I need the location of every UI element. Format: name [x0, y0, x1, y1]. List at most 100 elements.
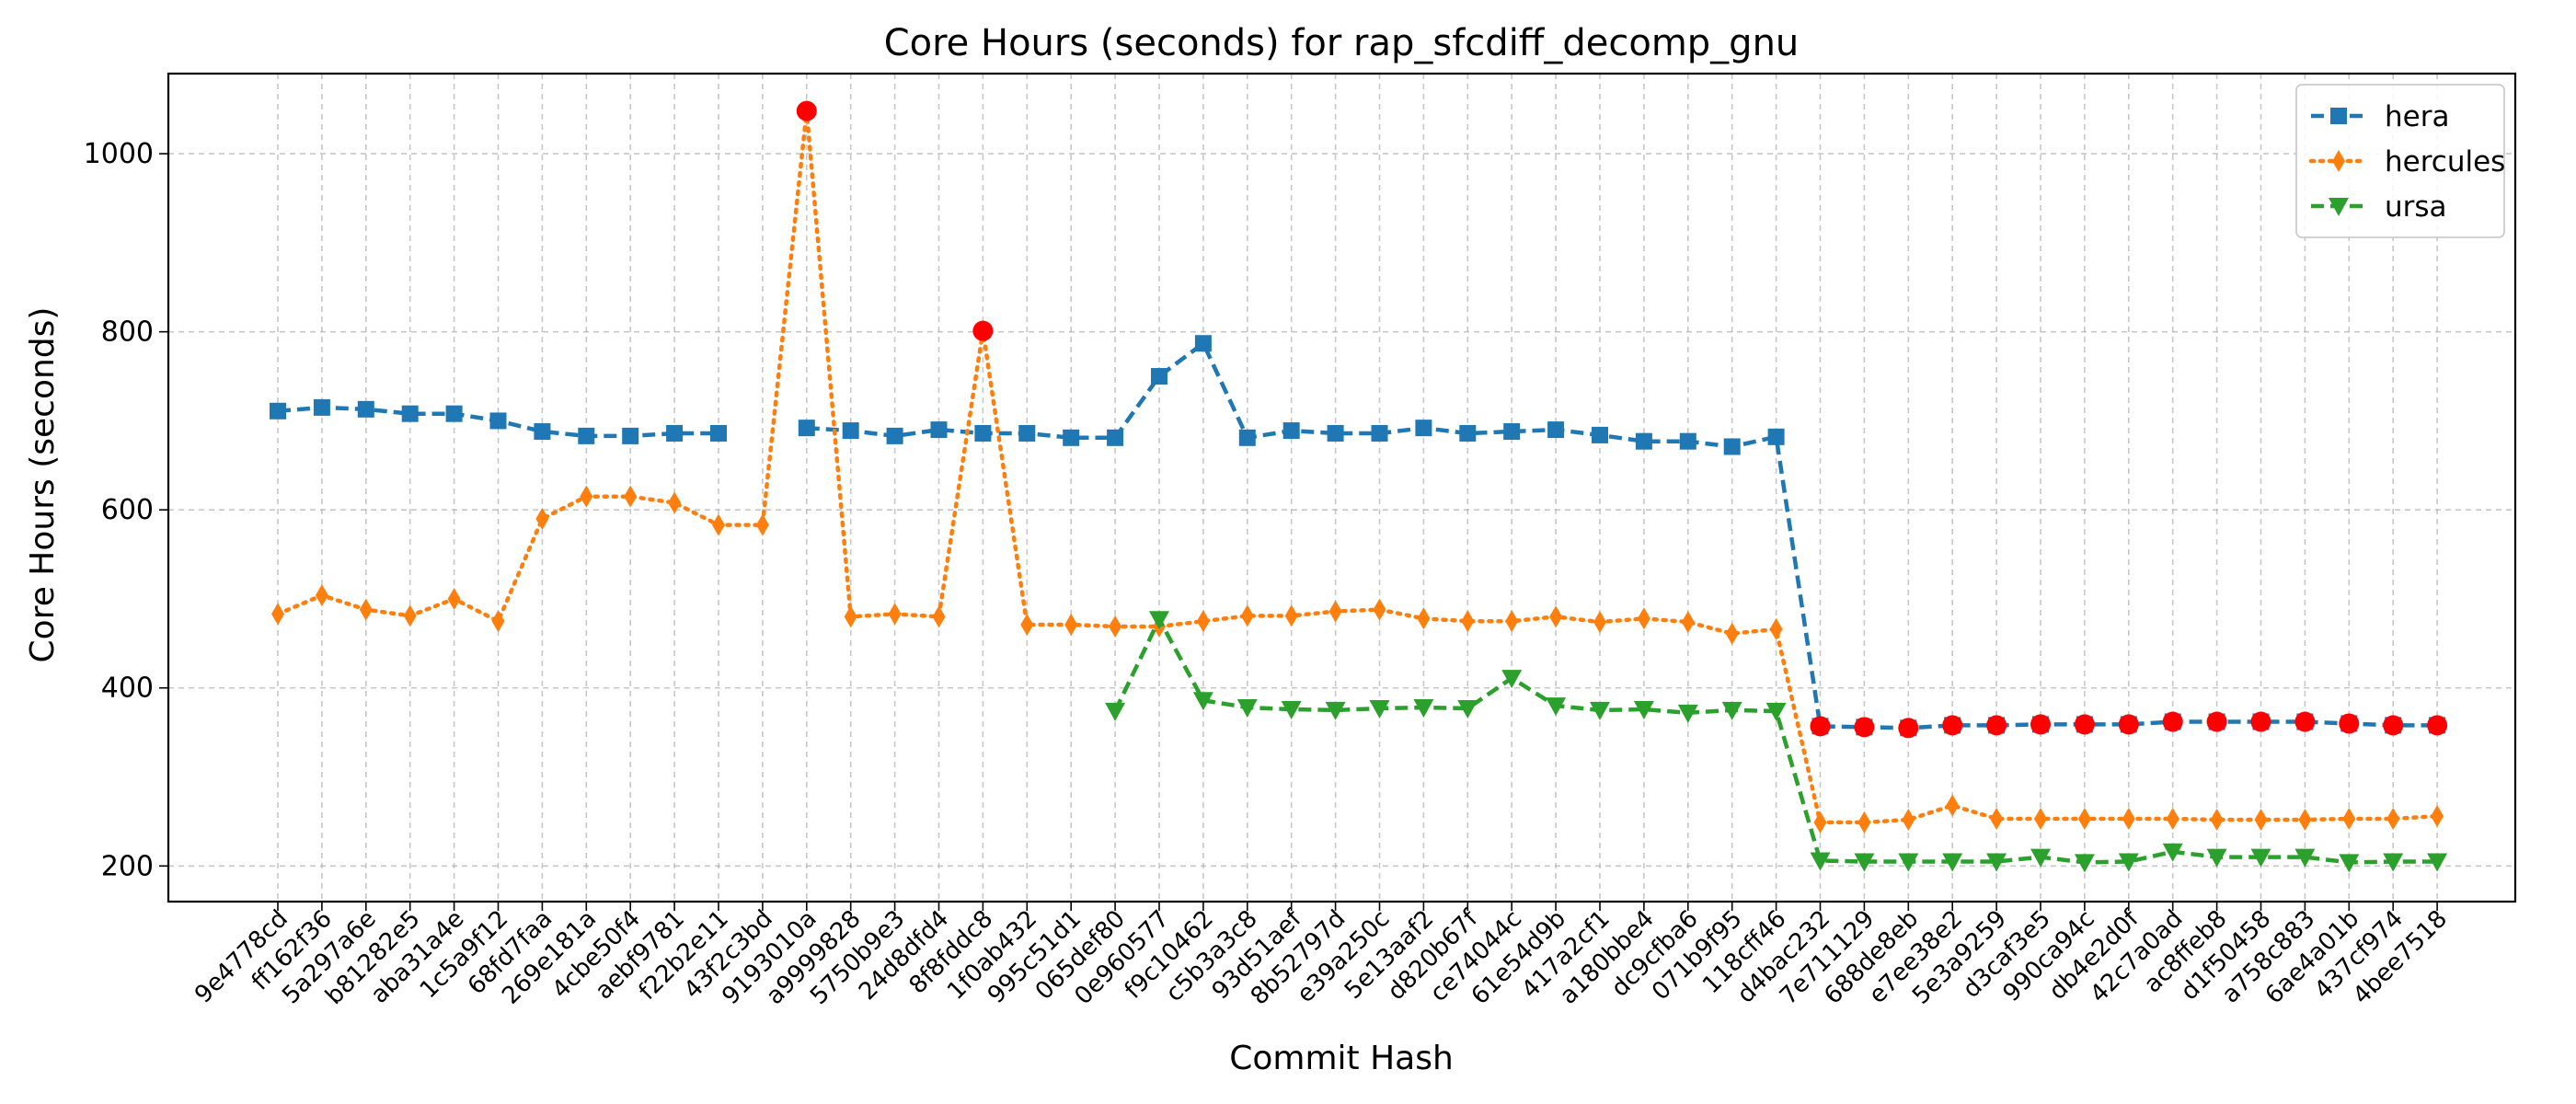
data-point-hera	[401, 405, 419, 422]
data-point-ursa	[1192, 692, 1213, 711]
data-point-hercules	[2431, 805, 2444, 828]
data-point-hercules	[1902, 808, 1915, 831]
y-tick-label: 200	[101, 850, 154, 882]
highlighted-point	[2339, 713, 2360, 734]
data-point-ursa	[1898, 853, 1919, 872]
legend-marker-ursa	[2329, 198, 2349, 216]
data-point-hera	[489, 412, 507, 430]
data-point-hercules	[1725, 622, 1739, 645]
highlighted-point	[2206, 711, 2227, 732]
y-tick-label: 800	[101, 316, 154, 349]
highlighted-point	[2030, 714, 2051, 735]
highlighted-point	[2250, 711, 2271, 732]
data-point-ursa	[2427, 853, 2448, 872]
data-point-hercules	[888, 603, 902, 626]
data-point-ursa	[1281, 700, 1302, 719]
data-point-hercules	[932, 605, 946, 628]
data-point-ursa	[1854, 853, 1875, 872]
data-point-hera	[1679, 432, 1696, 450]
data-point-hercules	[2077, 808, 2091, 830]
highlighted-point	[1986, 715, 2007, 736]
data-point-hercules	[2342, 808, 2356, 830]
data-point-hera	[1547, 421, 1565, 439]
data-point-hera	[974, 424, 992, 442]
chart-legend: hera hercules ursa	[2295, 84, 2505, 238]
data-point-ursa	[2030, 848, 2051, 868]
data-point-hercules	[668, 491, 682, 514]
y-tick-label: 1000	[84, 138, 154, 170]
data-point-hera	[1459, 424, 1477, 442]
highlighted-point	[1898, 718, 1919, 739]
chart-title: Core Hours (seconds) for rap_sfcdiff_dec…	[884, 22, 1800, 64]
data-point-ursa	[1633, 700, 1654, 719]
highlighted-point	[2118, 714, 2139, 735]
series-line-hercules	[275, 110, 2440, 825]
data-point-hercules	[712, 513, 725, 536]
data-point-hera	[445, 405, 463, 422]
data-point-ursa	[1413, 699, 1434, 719]
data-point-hera	[798, 420, 815, 437]
data-point-hercules	[1549, 605, 1563, 628]
data-point-ursa	[1677, 704, 1698, 723]
data-point-ursa	[1590, 701, 1610, 720]
legend-label-hera: hera	[2385, 100, 2449, 133]
data-point-ursa	[1942, 853, 1963, 872]
chart-grid	[168, 74, 2515, 902]
data-point-hercules	[1505, 610, 1519, 633]
data-point-ursa	[2206, 848, 2227, 868]
data-point-hercules	[1064, 614, 1078, 637]
data-point-hercules	[1681, 611, 1695, 634]
data-point-hera	[1327, 424, 1344, 442]
data-point-hercules	[755, 513, 769, 536]
highlighted-point	[2427, 715, 2448, 736]
plot-area-frame	[167, 72, 2517, 903]
data-point-hercules	[2298, 808, 2312, 831]
data-point-hercules	[447, 587, 461, 610]
data-point-hercules	[1946, 794, 1960, 817]
data-point-hercules	[1813, 811, 1827, 834]
legend-label-hercules: hercules	[2385, 145, 2505, 178]
data-point-hercules	[1637, 607, 1650, 630]
data-point-hera	[1018, 424, 1036, 442]
highlighted-point	[2383, 715, 2404, 736]
data-point-hercules	[1593, 611, 1606, 634]
highlight-layer	[796, 100, 2448, 739]
data-point-hera	[622, 427, 639, 444]
highlighted-point	[1854, 717, 1875, 738]
data-point-ursa	[1986, 853, 2007, 872]
data-point-hera	[1194, 335, 1212, 352]
legend-box	[2295, 84, 2505, 238]
data-point-ursa	[1810, 852, 1831, 871]
data-point-hercules	[1373, 598, 1386, 621]
data-point-hera	[1723, 438, 1741, 455]
highlighted-point	[2074, 714, 2095, 735]
data-point-ursa	[2294, 848, 2316, 868]
data-point-ursa	[1236, 699, 1258, 719]
data-point-ursa	[1369, 700, 1390, 719]
legend-label-ursa: ursa	[2385, 190, 2447, 224]
data-point-ursa	[2383, 853, 2404, 872]
data-point-hera	[886, 427, 903, 444]
x-axis-label: Commit Hash	[1229, 1040, 1454, 1077]
data-point-hercules	[1769, 617, 1783, 640]
highlighted-point	[972, 320, 994, 341]
data-point-hercules	[2210, 808, 2224, 831]
data-point-hercules	[1196, 610, 1210, 633]
y-tick-label: 400	[101, 673, 154, 705]
data-point-ursa	[1325, 701, 1346, 720]
data-point-hera	[1107, 429, 1124, 446]
data-point-hera	[842, 422, 859, 440]
highlighted-point	[796, 100, 817, 121]
series-layer	[270, 99, 2448, 873]
data-point-hera	[313, 398, 330, 416]
data-point-hercules	[2166, 808, 2179, 830]
data-point-ursa	[1721, 701, 1742, 720]
data-point-hera	[1063, 429, 1080, 446]
legend-entry-hercules: hercules	[2308, 145, 2505, 178]
data-point-hera	[666, 424, 684, 442]
data-point-hera	[1151, 368, 1167, 385]
data-point-hera	[1592, 426, 1608, 443]
data-point-hercules	[1990, 808, 2004, 830]
legend-entry-ursa: ursa	[2311, 190, 2447, 224]
